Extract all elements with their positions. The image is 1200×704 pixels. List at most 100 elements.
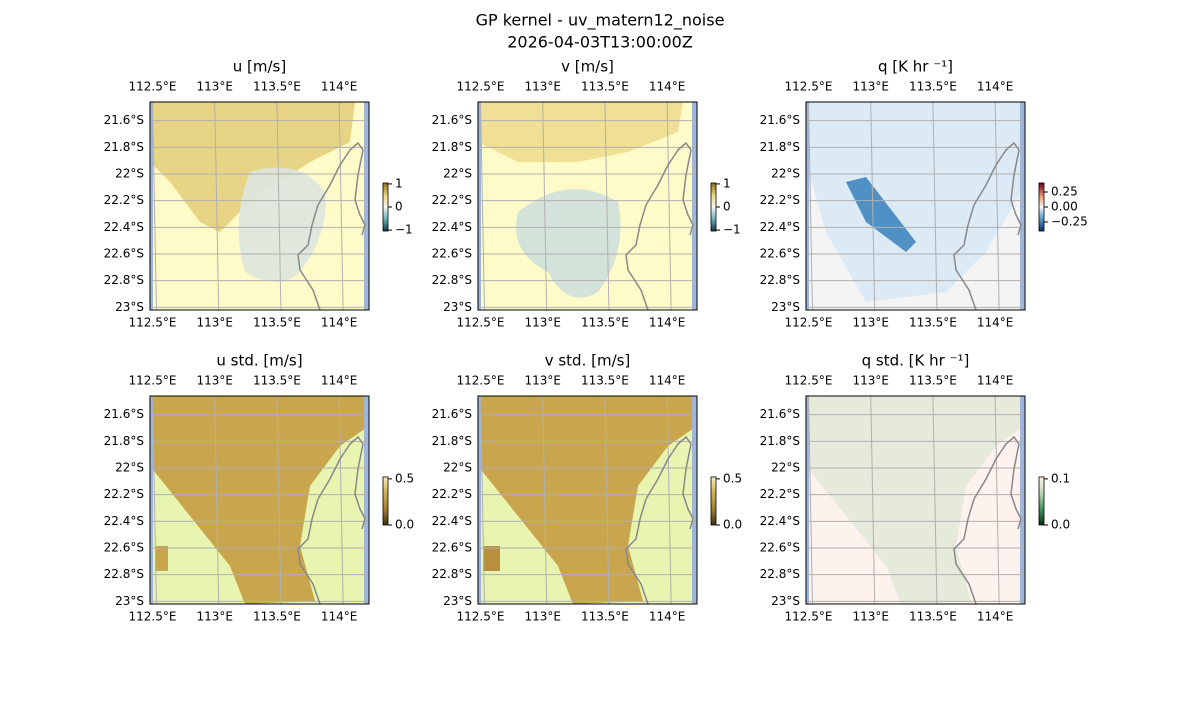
grid-line	[214, 395, 220, 605]
field-region	[516, 189, 621, 298]
colorbar-tick-label: 0.0	[723, 518, 742, 532]
axes-frame	[477, 395, 698, 605]
lon-label-bottom: 112.5°E	[457, 316, 505, 330]
grid-line	[604, 101, 610, 311]
lon-label-top: 113°E	[852, 374, 889, 388]
panel-title: v [m/s]	[561, 58, 614, 76]
lon-label-bottom: 113.5°E	[909, 316, 957, 330]
colorbar-tick-label: 0.1	[1051, 471, 1070, 485]
axes-frame	[149, 395, 370, 605]
coastline	[297, 435, 366, 605]
colorbar-tick-label: −1	[723, 223, 741, 237]
lat-label: 23°S	[443, 300, 472, 314]
grid-line	[807, 395, 813, 605]
lat-label: 22.4°S	[760, 514, 800, 528]
lon-label-top: 112.5°E	[457, 80, 505, 94]
coastline	[297, 141, 366, 311]
lon-label-bottom: 114°E	[977, 316, 1014, 330]
lat-label: 21.8°S	[432, 434, 472, 448]
lon-label-bottom: 113°E	[524, 610, 561, 624]
lon-label-bottom: 113°E	[524, 316, 561, 330]
lat-label: 22.2°S	[432, 487, 472, 501]
field-region	[150, 396, 369, 604]
lat-label: 21.8°S	[760, 434, 800, 448]
lat-label: 23°S	[115, 594, 144, 608]
grid-line	[542, 395, 548, 605]
lat-label: 21.8°S	[104, 140, 144, 154]
ocean-edge	[1020, 396, 1025, 604]
lat-label: 22°S	[443, 461, 472, 475]
colorbar-tick-label: 1	[395, 176, 403, 190]
coastline	[625, 435, 694, 605]
lat-label: 22.6°S	[104, 247, 144, 261]
colorbar-tick-label: 0	[395, 200, 403, 214]
lon-label-bottom: 114°E	[321, 610, 358, 624]
lat-label: 22.4°S	[104, 220, 144, 234]
colorbar	[382, 182, 389, 232]
lat-label: 22.2°S	[104, 487, 144, 501]
grid-line	[151, 101, 157, 311]
lon-label-top: 113.5°E	[909, 80, 957, 94]
ocean-edge	[478, 396, 481, 604]
lat-label: 22.6°S	[760, 541, 800, 555]
lon-label-bottom: 114°E	[321, 316, 358, 330]
grid-line	[932, 101, 938, 311]
lat-label: 22°S	[115, 461, 144, 475]
lat-label: 21.8°S	[104, 434, 144, 448]
lon-label-top: 112.5°E	[129, 80, 177, 94]
field-region	[483, 546, 500, 571]
lat-label: 22.8°S	[760, 273, 800, 287]
colorbar	[710, 182, 717, 232]
map-panel: u std. [m/s] 112.5°E 112.5°E 113°E 113°E 113.…	[104, 352, 414, 624]
field-region	[155, 546, 168, 571]
grid-line	[276, 395, 282, 605]
grid-line	[276, 101, 282, 311]
lat-label: 21.6°S	[432, 113, 472, 127]
lon-label-bottom: 113°E	[852, 610, 889, 624]
lon-label-top: 113.5°E	[253, 374, 301, 388]
lat-label: 22°S	[115, 167, 144, 181]
grid-line	[666, 395, 672, 605]
lon-label-bottom: 114°E	[649, 610, 686, 624]
lat-label: 22.4°S	[432, 514, 472, 528]
lon-label-bottom: 113°E	[196, 610, 233, 624]
panel-title: u [m/s]	[233, 58, 286, 76]
colorbar-tick-label: 0.5	[395, 471, 414, 485]
coastline	[953, 141, 1022, 311]
lon-label-top: 114°E	[649, 374, 686, 388]
axes-frame	[149, 101, 370, 311]
lon-label-top: 112.5°E	[457, 374, 505, 388]
lon-label-bottom: 113.5°E	[909, 610, 957, 624]
lon-label-top: 114°E	[977, 374, 1014, 388]
ocean-edge	[692, 396, 697, 604]
map-panel: v [m/s]112.5°E112.5°E113°E113°E113.5°E11…	[432, 58, 741, 330]
grid-line	[479, 101, 485, 311]
colorbar-tick-label: 0.5	[723, 471, 742, 485]
lon-label-top: 113°E	[524, 374, 561, 388]
lat-label: 23°S	[771, 594, 800, 608]
lon-label-bottom: 112.5°E	[129, 316, 177, 330]
grid-line	[870, 395, 876, 605]
lat-label: 22.4°S	[760, 220, 800, 234]
lon-label-bottom: 113°E	[196, 316, 233, 330]
field-region	[806, 102, 1021, 302]
panel-title: q [K hr ⁻¹]	[878, 58, 953, 76]
grid-line	[214, 101, 220, 311]
colorbar-tick-label: 1	[723, 176, 731, 190]
lon-label-top: 114°E	[321, 374, 358, 388]
colorbar-tick-label: 0.0	[1051, 518, 1070, 532]
grid-line	[994, 395, 1000, 605]
lat-label: 22°S	[443, 167, 472, 181]
lon-label-top: 113°E	[524, 80, 561, 94]
lon-label-top: 114°E	[977, 80, 1014, 94]
lon-label-bottom: 113°E	[852, 316, 889, 330]
map-panel: q std. [K hr ⁻¹] 112.5°E 112.5°E 113°E 113°E…	[760, 352, 1070, 624]
map-panel: v std. [m/s] 112.5°E 112.5°E 113°E 113°E 113.…	[432, 352, 742, 624]
coastline	[625, 141, 694, 311]
grid-line	[666, 101, 672, 311]
lon-label-bottom: 114°E	[649, 316, 686, 330]
lat-label: 22.8°S	[104, 273, 144, 287]
field-region	[478, 396, 697, 604]
ocean-edge	[150, 102, 153, 310]
map-panel: q [K hr ⁻¹] 112.5°E 112.5°E 113°E 113°E 113.5…	[760, 58, 1088, 330]
